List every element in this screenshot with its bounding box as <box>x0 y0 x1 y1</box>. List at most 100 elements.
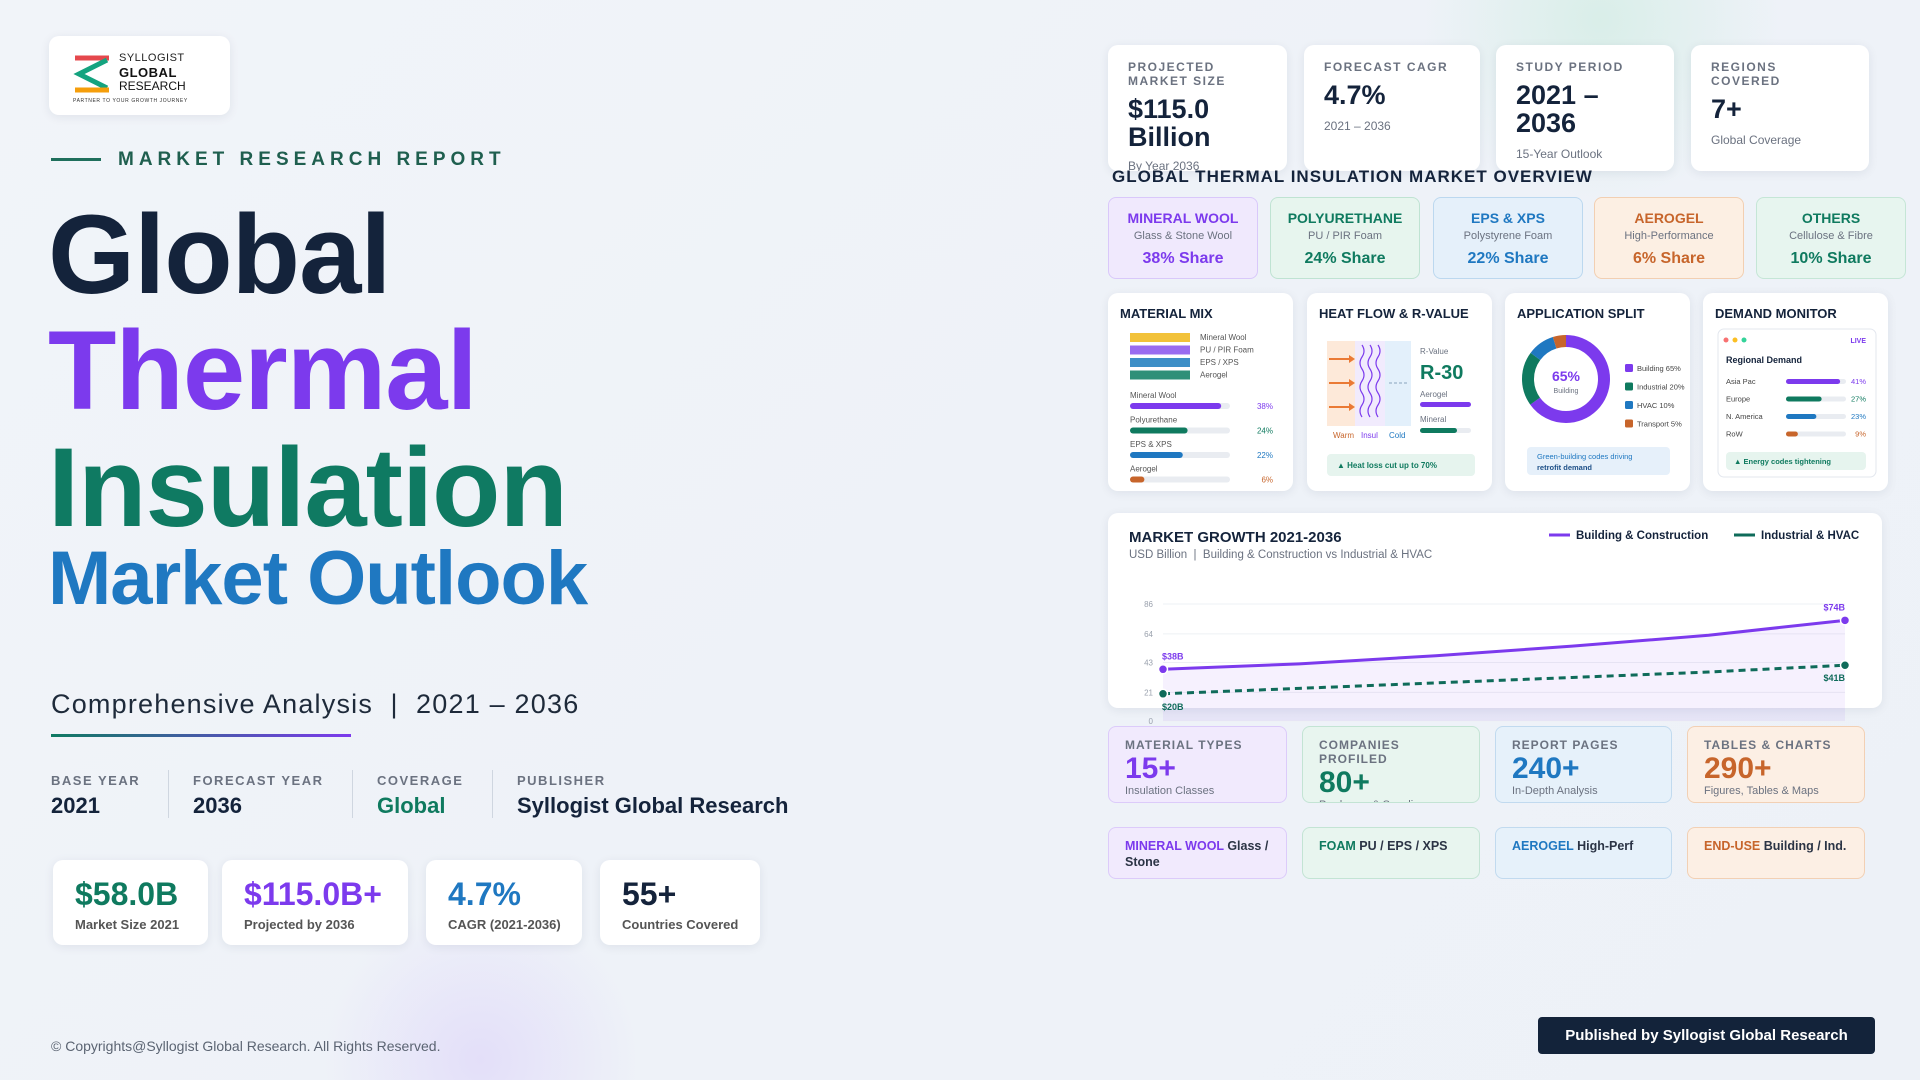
segment-card: OTHERS Cellulose & Fibre 10% Share <box>1756 197 1906 279</box>
segment-desc: Cellulose & Fibre <box>1789 230 1873 242</box>
kpi-label: FORECAST CAGR <box>1324 60 1449 74</box>
region-label: RoW <box>1726 430 1744 439</box>
kpi-label: PROJECTED MARKET SIZE <box>1128 60 1226 88</box>
bar-track <box>1130 476 1230 483</box>
note-box <box>1527 447 1670 475</box>
tile-value: 80+ <box>1319 765 1370 799</box>
y-tick-label: 43 <box>1144 659 1153 668</box>
panel-graphic: Warm Insul Cold R-Value R-30 Aerogel Mineral ▲ … <box>1327 341 1475 476</box>
heat-arrow-head <box>1349 379 1355 387</box>
tile-note: In-Depth Analysis <box>1512 785 1598 798</box>
legend-label: Mineral Wool <box>1200 333 1247 342</box>
kpi-value: 4.7% <box>1324 79 1386 110</box>
stat-tile: REPORT PAGES 240+ In-Depth Analysis <box>1495 726 1672 803</box>
legend-value: 5% <box>1671 420 1682 429</box>
legend-value: 20% <box>1670 383 1685 392</box>
panel-title: HEAT FLOW & R-VALUE <box>1319 306 1469 321</box>
tag-text: Building / Ind. <box>1763 839 1847 853</box>
point <box>1839 615 1851 626</box>
zone-label: Insul <box>1361 431 1378 440</box>
note-box <box>1327 454 1475 476</box>
tile-label: COMPANIES PROFILED <box>1319 738 1400 766</box>
tile-note: Producers & Suppliers <box>1319 799 1463 802</box>
fiber <box>1367 344 1373 418</box>
bar <box>1130 476 1145 483</box>
meta-divider <box>168 770 169 818</box>
segment-share: 38% Share <box>1142 250 1224 267</box>
segment-share: 6% Share <box>1632 250 1706 267</box>
fiber <box>1359 344 1365 418</box>
meta-value: 2021 <box>51 793 100 818</box>
window-dot <box>1732 337 1738 343</box>
bar-value: 9% <box>1855 430 1866 439</box>
bar-value: 41% <box>1851 377 1866 386</box>
copyright: © Copyrights@Syllogist Global Research. … <box>51 1038 441 1054</box>
note-box <box>1726 452 1866 470</box>
meta-label: COVERAGE <box>377 773 464 788</box>
legend-label: Aerogel <box>1200 371 1228 380</box>
tile-label: MATERIAL TYPES <box>1125 738 1243 752</box>
segment-desc: PU / PIR Foam <box>1308 230 1382 242</box>
bar <box>1786 396 1822 402</box>
legend-swatch <box>1130 345 1190 355</box>
kpi-value: $115.0 Billion <box>1128 93 1211 152</box>
segment-share: 22% Share <box>1467 250 1549 267</box>
note: Green-building codes driving <box>1537 452 1632 461</box>
heat-arrow-head <box>1349 355 1355 363</box>
segment-name: POLYURETHANE <box>1287 210 1403 226</box>
stat-card: $58.0B Market Size 2021 <box>53 860 208 945</box>
tag: FOAM PU / EPS / XPS <box>1302 827 1480 879</box>
stat-value: 55+ <box>622 876 677 912</box>
kpi-note: 2021 – 2036 <box>1324 119 1391 134</box>
eyebrow: MARKET RESEARCH REPORT <box>118 149 506 170</box>
region-label: Asia Pac <box>1726 377 1756 386</box>
hero-subtitle: Comprehensive Analysis | 2021 – 2036 <box>51 689 580 719</box>
note: ▲ Energy codes tightening <box>1734 457 1831 466</box>
panel-title: APPLICATION SPLIT <box>1517 306 1645 321</box>
value-label: $74B <box>1823 602 1845 612</box>
legend-value: 65% <box>1666 364 1681 373</box>
kpi-value: 2021 – 2036 <box>1516 79 1599 139</box>
legend-label: Building 65% <box>1637 364 1681 373</box>
donut-center-value: 65% <box>1552 368 1581 384</box>
bar-label: Mineral Wool <box>1130 391 1177 400</box>
stat-value: $58.0B <box>75 876 179 912</box>
stat-card: $115.0B+ Projected by 2036 <box>222 860 408 945</box>
kpi-value: 7+ <box>1711 93 1742 124</box>
bar <box>1130 427 1188 434</box>
tile-value: 15+ <box>1125 751 1176 785</box>
stat-label: Market Size 2021 <box>75 917 180 932</box>
zone-label: Warm <box>1333 431 1354 440</box>
value-label: $41B <box>1823 673 1845 683</box>
monitor-heading: Regional Demand <box>1726 355 1802 365</box>
tile-value: 240+ <box>1512 751 1580 785</box>
overview-title: GLOBAL THERMAL INSULATION MARKET OVERVIE… <box>1112 167 1593 186</box>
eyebrow-line <box>51 158 101 161</box>
donut-center-label: Building <box>1554 388 1579 395</box>
meta-label: FORECAST YEAR <box>193 773 324 788</box>
tag-key: MINERAL WOOL <box>1125 839 1224 853</box>
bar-value: 22% <box>1257 451 1273 460</box>
meta-divider <box>492 770 493 818</box>
legend-name: Building <box>1637 364 1664 373</box>
hero-title: Global <box>48 192 391 317</box>
heat-arrow-head <box>1349 403 1355 411</box>
tag: MINERAL WOOL Glass / Stone <box>1108 827 1287 879</box>
mini-panel: MATERIAL MIX Mineral Wool PU / PIR Foam EPS… <box>1108 293 1293 491</box>
tile-value: 290+ <box>1704 751 1772 785</box>
legend-label: PU / PIR Foam <box>1200 346 1254 355</box>
chart-subtitle: USD Billion | Building & Construction vs… <box>1129 549 1433 561</box>
stat-card: 55+ Countries Covered <box>600 860 760 945</box>
stat-label: CAGR (2021-2036) <box>448 917 561 932</box>
tag: END-USE Building / Ind. <box>1687 827 1865 879</box>
series-line <box>1162 618 1846 671</box>
meta-divider <box>352 770 353 818</box>
publisher-button: Published by Syllogist Global Research <box>1538 1017 1875 1054</box>
segment-card: POLYURETHANE PU / PIR Foam 24% Share <box>1270 197 1420 279</box>
chart-title: MARKET GROWTH 2021-2036 <box>1129 529 1342 546</box>
legend-swatch <box>1625 364 1633 372</box>
panel-graphic: LIVE Regional Demand Asia Pac 41% Europe 27% N… <box>1717 328 1877 478</box>
bar-value: 24% <box>1257 427 1273 436</box>
meta-label: BASE YEAR <box>51 773 141 788</box>
